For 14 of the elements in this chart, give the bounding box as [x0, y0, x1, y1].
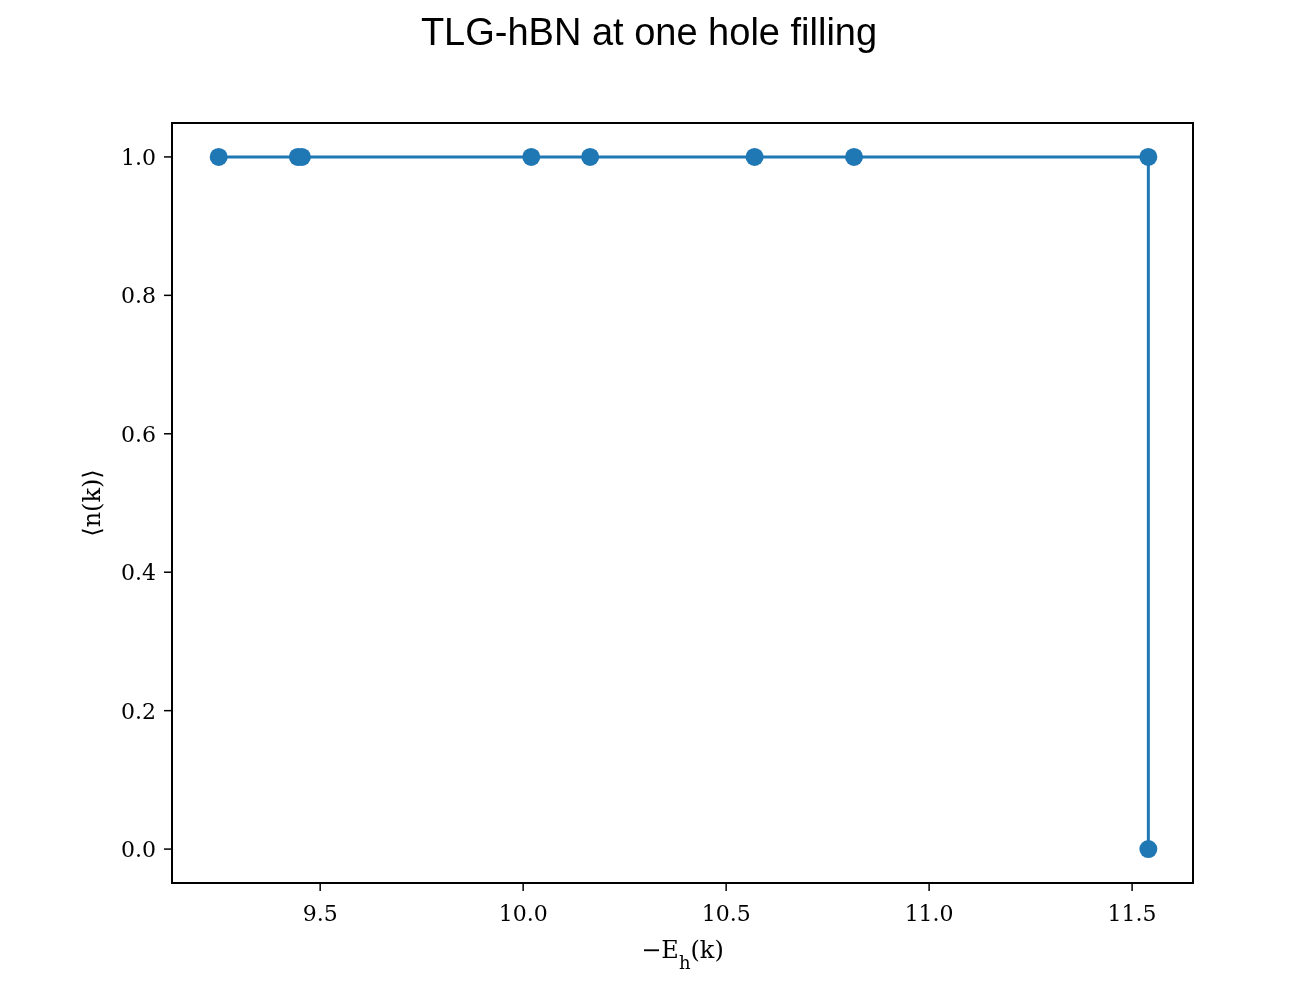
x-axis-title: −E$_{h}$(k): [641, 936, 724, 973]
x-tick-label: 11.0: [904, 901, 954, 926]
y-tick-label: 0.2: [121, 698, 156, 724]
y-tick-label: 1.0: [121, 144, 156, 170]
y-tick-label: 0.8: [121, 283, 156, 309]
chart-title: TLG-hBN at one hole filling: [420, 11, 878, 53]
y-axis-title: ⟨n(k)⟩: [78, 469, 106, 537]
x-tick-label: 9.5: [302, 901, 338, 926]
y-tick-label: 0.0: [121, 837, 156, 863]
y-tick-label: 0.6: [121, 421, 156, 447]
y-tick-label: 0.4: [121, 560, 156, 586]
x-tick-label: 10.0: [498, 901, 548, 926]
x-tick-label: 10.5: [701, 901, 751, 926]
x-tick-label: 11.5: [1107, 901, 1157, 926]
